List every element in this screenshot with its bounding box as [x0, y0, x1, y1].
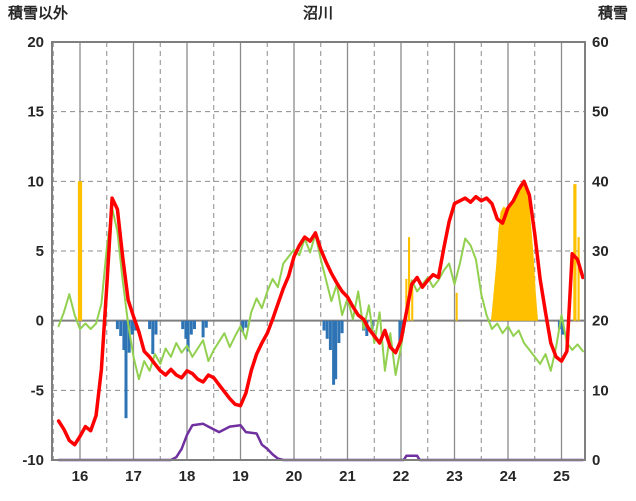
- purple-snow-depth: [57, 422, 585, 462]
- blue-precipitation: [119, 320, 123, 336]
- y-axis-left-tick: -10: [22, 452, 44, 469]
- x-axis-tick: 24: [500, 468, 517, 485]
- orange-snowfall: [455, 292, 458, 321]
- blue-precipitation: [148, 320, 152, 330]
- y-axis-left-tick: 20: [27, 34, 44, 51]
- red-temperature: [56, 179, 585, 447]
- plot-border: [51, 41, 586, 461]
- x-axis-tick: 18: [179, 468, 196, 485]
- blue-precipitation: [561, 320, 565, 335]
- y-axis-left-tick: 15: [27, 104, 44, 121]
- blue-precipitation: [322, 320, 326, 331]
- orange-snowfall: [490, 181, 538, 321]
- y-axis-right-tick: 40: [592, 173, 609, 190]
- blue-precipitation: [151, 320, 155, 355]
- y-axis-right-tick: 50: [592, 104, 609, 121]
- blue-precipitation: [325, 320, 329, 339]
- orange-snowfall: [573, 184, 577, 321]
- x-axis-tick: 25: [553, 468, 570, 485]
- blue-precipitation: [204, 320, 208, 328]
- orange-snowfall: [577, 237, 580, 321]
- x-axis-tick: 17: [125, 468, 142, 485]
- blue-precipitation: [398, 320, 402, 343]
- x-axis-tick: 23: [446, 468, 463, 485]
- y-axis-right-tick: 20: [592, 313, 609, 330]
- left-axis-title: 積雪以外: [8, 5, 69, 22]
- blue-precipitation: [130, 320, 134, 335]
- blue-precipitation: [189, 320, 193, 335]
- y-axis-left-tick: -5: [31, 382, 44, 399]
- y-axis-right-tick: 30: [592, 243, 609, 260]
- y-axis-right-tick: 0: [592, 452, 600, 469]
- blue-precipitation: [154, 320, 158, 335]
- x-axis-tick: 21: [339, 468, 356, 485]
- blue-precipitation: [332, 320, 336, 385]
- blue-precipitation: [184, 320, 188, 339]
- x-axis-tick: 22: [393, 468, 410, 485]
- blue-precipitation: [340, 320, 344, 334]
- blue-precipitation: [181, 320, 185, 330]
- blue-precipitation: [122, 320, 126, 350]
- blue-precipitation: [127, 320, 131, 353]
- blue-precipitation: [241, 320, 245, 332]
- x-axis-tick: 19: [232, 468, 249, 485]
- blue-precipitation: [334, 320, 338, 380]
- blue-precipitation: [124, 320, 128, 419]
- blue-precipitation: [115, 320, 119, 330]
- y-axis-left-tick: 0: [36, 313, 44, 330]
- y-axis-right-tick: 10: [592, 382, 609, 399]
- y-axis-right-tick: 60: [592, 34, 609, 51]
- blue-precipitation: [201, 320, 205, 338]
- y-axis-left-tick: 5: [36, 243, 44, 260]
- green-temperature: [57, 206, 584, 381]
- orange-snowfall: [411, 285, 414, 321]
- blue-precipitation: [328, 320, 332, 350]
- blue-precipitation: [244, 320, 248, 328]
- blue-precipitation: [186, 320, 190, 352]
- x-axis-tick: 20: [286, 468, 303, 485]
- chart-title: 沼川: [302, 5, 333, 22]
- blue-precipitation: [193, 320, 196, 330]
- orange-snowfall: [77, 181, 83, 321]
- y-axis-left-tick: 10: [27, 173, 44, 190]
- x-axis-tick: 16: [72, 468, 89, 485]
- right-axis-title: 積雪: [597, 5, 628, 22]
- blue-precipitation: [337, 320, 341, 343]
